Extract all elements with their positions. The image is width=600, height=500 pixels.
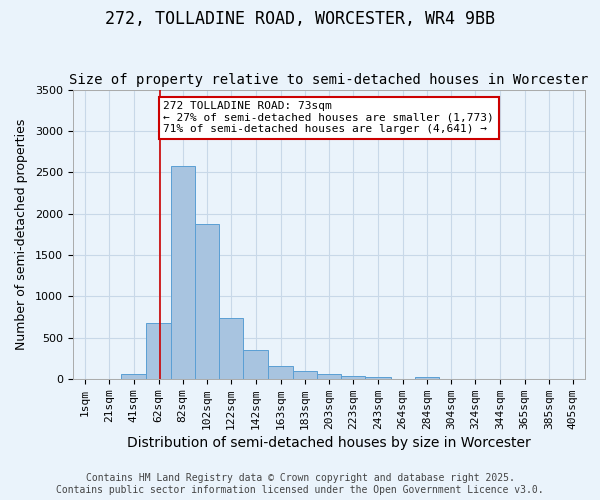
Bar (317, 374, 341, 379)
Bar (195, 224, 219, 379)
Bar (243, 350, 268, 379)
Bar (170, 166, 195, 379)
Bar (415, 377, 439, 379)
Bar (365, 377, 391, 379)
Text: 272, TOLLADINE ROAD, WORCESTER, WR4 9BB: 272, TOLLADINE ROAD, WORCESTER, WR4 9BB (105, 10, 495, 28)
Title: Size of property relative to semi-detached houses in Worcester: Size of property relative to semi-detach… (69, 73, 589, 87)
Bar (341, 376, 365, 379)
Bar (268, 366, 293, 379)
Text: 272 TOLLADINE ROAD: 73sqm
← 27% of semi-detached houses are smaller (1,773)
71% : 272 TOLLADINE ROAD: 73sqm ← 27% of semi-… (163, 101, 494, 134)
Y-axis label: Number of semi-detached properties: Number of semi-detached properties (15, 118, 28, 350)
Bar (219, 318, 243, 379)
X-axis label: Distribution of semi-detached houses by size in Worcester: Distribution of semi-detached houses by … (127, 436, 531, 450)
Text: Contains HM Land Registry data © Crown copyright and database right 2025.
Contai: Contains HM Land Registry data © Crown c… (56, 474, 544, 495)
Bar (146, 324, 170, 379)
Bar (293, 372, 317, 379)
Bar (121, 374, 146, 379)
